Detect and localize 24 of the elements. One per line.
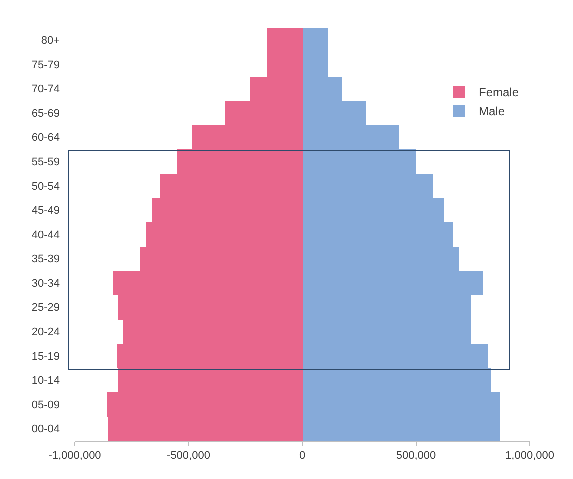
y-tick-label: 45-49: [32, 205, 60, 218]
x-tick-label: -1,000,000: [48, 450, 102, 462]
legend-label: Male: [479, 104, 506, 119]
x-tick-label: 500,000: [396, 450, 436, 462]
y-tick-label: 55-59: [32, 156, 60, 168]
y-tick-label: 35-39: [32, 254, 60, 266]
y-tick-label: 75-79: [32, 59, 60, 72]
y-tick-label: 65-69: [32, 108, 60, 120]
y-tick-label: 00-04: [32, 424, 60, 436]
y-tick-label: 25-29: [32, 302, 60, 314]
y-tick-label: 30-34: [32, 278, 60, 290]
legend-label: Female: [479, 86, 520, 100]
x-tick-label: -500,000: [167, 450, 210, 462]
y-tick-label: 80+: [41, 35, 60, 47]
y-tick-label: 60-64: [32, 132, 60, 144]
y-tick-label: 20-24: [32, 326, 60, 339]
y-tick-label: 10-14: [32, 375, 60, 388]
y-tick-label: 15-19: [32, 350, 60, 363]
y-tick-label: 05-09: [32, 399, 60, 412]
x-tick-label: 1,000,000: [506, 450, 554, 462]
y-tick-label: 70-74: [32, 84, 60, 96]
x-tick-label: 0: [299, 450, 306, 462]
y-tick-label: 40-44: [32, 229, 60, 242]
y-tick-label: 50-54: [32, 180, 60, 193]
